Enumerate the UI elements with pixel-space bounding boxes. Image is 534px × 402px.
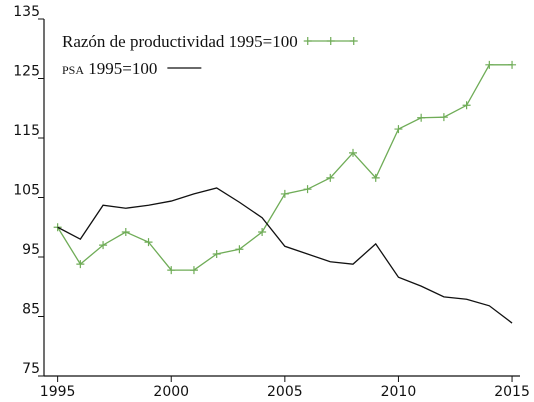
point-marker — [394, 125, 403, 134]
point-marker — [144, 238, 153, 247]
point-marker — [280, 189, 289, 198]
legend-marker — [326, 37, 335, 45]
point-marker — [212, 250, 221, 259]
point-marker — [303, 185, 312, 194]
point-marker — [462, 101, 471, 110]
y-tick-label: 105 — [13, 183, 40, 199]
x-tick-label: 2015 — [494, 384, 530, 400]
point-marker — [189, 266, 198, 275]
point-marker — [258, 228, 267, 237]
y-tick-label: 95 — [22, 242, 40, 258]
series-line — [57, 64, 513, 271]
point-marker — [349, 148, 358, 157]
point-marker — [167, 266, 176, 275]
point-marker — [235, 245, 244, 254]
y-tick-label: 75 — [22, 361, 40, 377]
series-line — [57, 187, 513, 324]
point-marker — [508, 60, 517, 69]
y-tick-label: 125 — [13, 64, 40, 80]
x-tick-label: 1995 — [40, 384, 76, 400]
legend-label: psa 1995=100 — [62, 59, 157, 78]
y-tick-label: 115 — [13, 123, 40, 139]
y-tick-label: 85 — [22, 302, 40, 318]
x-tick-label: 2000 — [153, 384, 189, 400]
x-tick-label: 2005 — [267, 384, 303, 400]
point-marker — [326, 173, 335, 182]
point-marker — [417, 113, 426, 122]
x-tick-label: 2010 — [381, 384, 417, 400]
point-marker — [439, 113, 448, 122]
legend-marker — [349, 37, 358, 45]
y-tick-label: 135 — [13, 4, 40, 20]
point-marker — [485, 60, 494, 69]
point-marker — [371, 173, 380, 182]
point-marker — [121, 228, 130, 237]
point-marker — [76, 260, 85, 269]
legend-label: Razón de productividad 1995=100 — [62, 32, 298, 51]
legend-marker — [303, 37, 312, 45]
point-marker — [99, 241, 108, 250]
